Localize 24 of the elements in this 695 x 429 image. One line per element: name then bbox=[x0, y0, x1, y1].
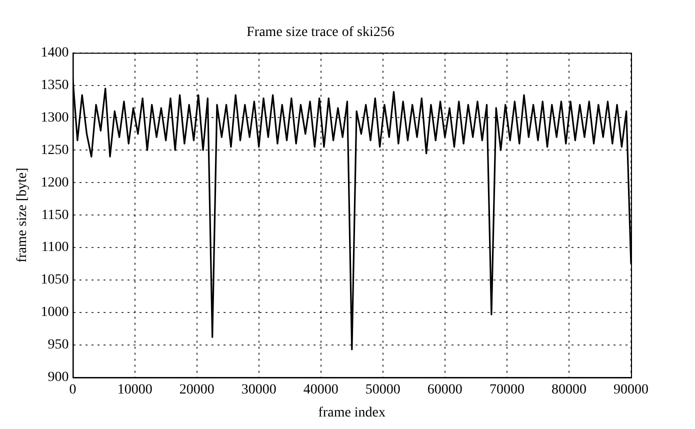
y-tick-label: 1000 bbox=[40, 305, 69, 320]
y-tick-label: 1400 bbox=[40, 45, 69, 60]
y-tick-label: 1250 bbox=[40, 142, 69, 158]
x-axis-title: frame index bbox=[318, 405, 386, 420]
y-tick-label: 1200 bbox=[40, 175, 69, 190]
y-tick-label: 1100 bbox=[41, 240, 69, 256]
y-tick-label: 1150 bbox=[41, 208, 69, 223]
x-tick-label: 10000 bbox=[117, 382, 152, 398]
y-tick-label: 1300 bbox=[40, 110, 69, 126]
x-tick-label: 0 bbox=[69, 382, 76, 398]
y-axis-title: frame size [byte] bbox=[15, 168, 30, 263]
y-tick-label: 1350 bbox=[40, 78, 69, 93]
y-tick-label: 900 bbox=[48, 370, 69, 386]
x-tick-label: 30000 bbox=[241, 382, 276, 398]
x-tick-label: 50000 bbox=[365, 382, 400, 398]
y-tick-label: 950 bbox=[48, 338, 69, 353]
x-tick-label: 60000 bbox=[427, 382, 462, 398]
x-tick-label: 20000 bbox=[179, 382, 214, 398]
x-tick-label: 40000 bbox=[303, 382, 338, 398]
x-tick-label: 70000 bbox=[489, 382, 524, 398]
x-tick-label: 90000 bbox=[614, 382, 648, 398]
chart-title: Frame size trace of ski256 bbox=[246, 25, 394, 40]
y-tick-label: 1050 bbox=[40, 272, 69, 288]
x-tick-label: 80000 bbox=[551, 382, 586, 398]
